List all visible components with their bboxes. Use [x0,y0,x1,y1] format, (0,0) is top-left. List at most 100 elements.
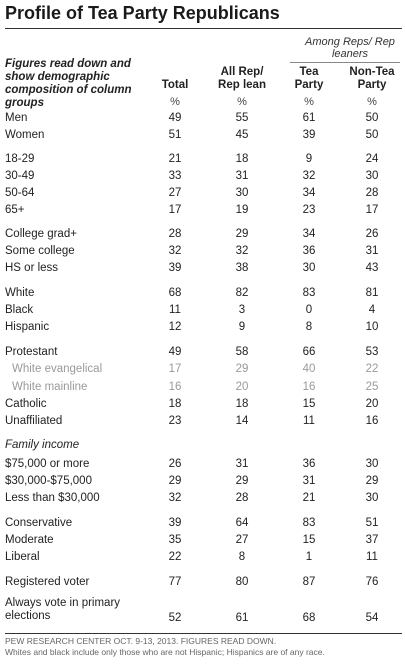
cell-value: 4 [368,304,376,316]
cell-value: 45 [235,129,249,141]
cell-value: 32 [168,245,182,257]
cell-value: 26 [168,458,182,470]
row-label: Liberal [5,551,40,563]
table-row: HS or less 39 38 30 43 [0,259,405,277]
cell-value: 83 [302,517,316,529]
footer: Pew Research Center Oct. 9-13, 2013. Fig… [5,636,403,658]
row-label: Catholic [5,398,47,410]
table-row: Unaffiliated 23 14 11 16 [0,412,405,430]
cell-value: 29 [168,475,182,487]
cell-value: 39 [168,262,182,274]
table-row: White 68 82 83 81 [0,284,405,302]
cell-value: 28 [365,187,379,199]
cell-value: 31 [235,458,249,470]
cell-value: 37 [365,534,379,546]
table-row: 30-49 33 31 32 30 [0,167,405,185]
row-label: Black [5,304,34,316]
cell-value: 68 [168,287,182,299]
row-label: Registered voter [5,576,90,588]
cell-value: 14 [235,415,249,427]
cell-value: 58 [235,346,249,358]
cell-value: 21 [168,153,182,165]
cell-value: 10 [365,321,379,333]
cell-value: 22 [365,363,379,375]
cell-value: 54 [365,612,379,624]
cell-value: 30 [365,492,379,504]
cell-value: 39 [302,129,316,141]
section-label: Family income [5,439,80,451]
row-label: Moderate [5,534,54,546]
cell-value: 34 [302,187,316,199]
cell-value: 9 [305,153,313,165]
row-label: Conservative [5,517,73,529]
cell-value: 29 [235,363,249,375]
cell-value: 81 [365,287,379,299]
table-row: College grad+ 28 29 34 26 [0,225,405,243]
table-row: $30,000-$75,000 29 29 31 29 [0,472,405,490]
table-row: $75,000 or more 26 31 36 30 [0,455,405,473]
cell-value: 11 [366,551,378,563]
cell-value: 50 [365,112,379,124]
row-label: Men [5,112,28,124]
cell-value: 22 [168,551,182,563]
cell-value: 12 [168,321,182,333]
table-row: Some college 32 32 36 31 [0,242,405,260]
cell-value: 23 [302,204,316,216]
cell-value: 18 [168,398,182,410]
table-row: Black 11 3 0 4 [0,301,405,319]
cell-value: 15 [302,398,316,410]
cell-value: 31 [302,475,316,487]
cell-value: 18 [235,153,249,165]
cell-value: 17 [168,363,182,375]
cell-value: 18 [235,398,249,410]
row-label: Unaffiliated [5,415,63,427]
cell-value: 29 [235,228,249,240]
table-row: Liberal 22 8 1 11 [0,548,405,566]
cell-value: 39 [168,517,182,529]
table-row: Always vote in primary elections 52 61 68 54 [0,597,405,627]
cell-value: 28 [235,492,249,504]
cell-value: 29 [235,475,249,487]
col-unit-total: % [170,96,180,108]
top-rule [5,28,402,29]
cell-value: 11 [169,304,181,316]
cell-value: 30 [302,262,316,274]
cell-value: 16 [302,381,316,393]
table-row: White evangelical 17 29 40 22 [0,360,405,378]
cell-value: 53 [365,346,379,358]
col-header-total: Total [161,79,189,91]
cell-value: 35 [168,534,182,546]
cell-value: 8 [238,551,246,563]
row-label: Women [5,129,45,141]
row-label: Some college [5,245,75,257]
intro-note: Figures read down and show demographic c… [5,58,132,109]
table-row: Registered voter 77 80 87 76 [0,573,405,591]
cell-value: 20 [235,381,249,393]
row-label: 65+ [5,204,25,216]
cell-value: 30 [365,170,379,182]
bottom-rule [5,633,402,634]
table-row: Less than $30,000 32 28 21 30 [0,489,405,507]
table-row: Catholic 18 18 15 20 [0,395,405,413]
cell-value: 32 [168,492,182,504]
cell-value: 27 [168,187,182,199]
cell-value: 16 [168,381,182,393]
col-header-tea-party: Tea Party [294,66,324,91]
cell-value: 49 [168,346,182,358]
footer-source: Pew Research Center Oct. 9-13, 2013. Fig… [5,636,277,646]
cell-value: 17 [168,204,182,216]
cell-value: 51 [168,129,182,141]
cell-value: 1 [305,551,313,563]
among-underline [290,62,400,63]
cell-value: 33 [168,170,182,182]
table-row: Women 51 45 39 50 [0,126,405,144]
cell-value: 29 [365,475,379,487]
col-unit-tea-party: % [304,96,314,108]
table-row: 50-64 27 30 34 28 [0,184,405,202]
row-label: White mainline [12,381,88,393]
cell-value: 11 [303,415,315,427]
cell-value: 61 [235,612,249,624]
cell-value: 3 [238,304,246,316]
cell-value: 36 [302,245,316,257]
table-row: Hispanic 12 9 8 10 [0,318,405,336]
